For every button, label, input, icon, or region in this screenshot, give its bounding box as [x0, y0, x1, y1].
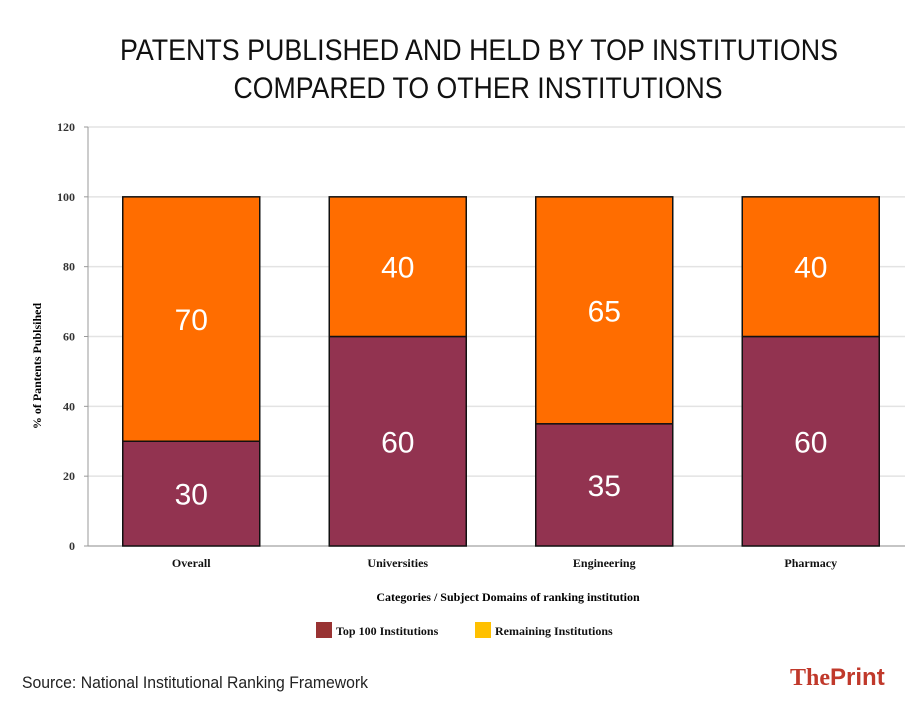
data-label: 40 [794, 252, 827, 285]
y-tick-label: 120 [57, 120, 75, 134]
y-tick-label: 100 [57, 190, 75, 204]
chart-title: PATENTS PUBLISHED AND HELD BY TOP INSTIT… [120, 34, 838, 67]
x-tick-label: Pharmacy [784, 556, 837, 570]
y-tick-label: 20 [63, 469, 75, 483]
y-tick-label: 60 [63, 330, 75, 344]
legend-label: Top 100 Institutions [336, 624, 439, 638]
data-label: 30 [175, 479, 208, 512]
x-tick-label: Engineering [573, 556, 636, 570]
y-tick-label: 80 [63, 260, 75, 274]
brand-logo: ThePrint [790, 664, 885, 691]
source: Source: National Institutional Ranking F… [22, 673, 368, 692]
legend-label: Remaining Institutions [495, 624, 613, 638]
legend-swatch [316, 622, 332, 638]
data-label: 60 [794, 426, 827, 459]
brand-prefix: The [790, 665, 830, 691]
x-axis-label: Categories / Subject Domains of ranking … [376, 590, 640, 604]
data-label: 65 [588, 295, 621, 328]
chart-title: COMPARED TO OTHER INSTITUTIONS [234, 72, 723, 105]
x-tick-label: Universities [367, 556, 428, 570]
brand-name: Print [830, 664, 885, 691]
data-label: 35 [588, 470, 621, 503]
data-label: 60 [381, 426, 414, 459]
y-tick-label: 40 [63, 399, 75, 413]
data-label: 70 [175, 304, 208, 337]
y-tick-label: 0 [69, 539, 75, 553]
x-tick-label: Overall [172, 556, 211, 570]
data-label: 40 [381, 252, 414, 285]
legend-swatch [475, 622, 491, 638]
y-axis-label: % of Pantents Publsihed [30, 303, 44, 430]
